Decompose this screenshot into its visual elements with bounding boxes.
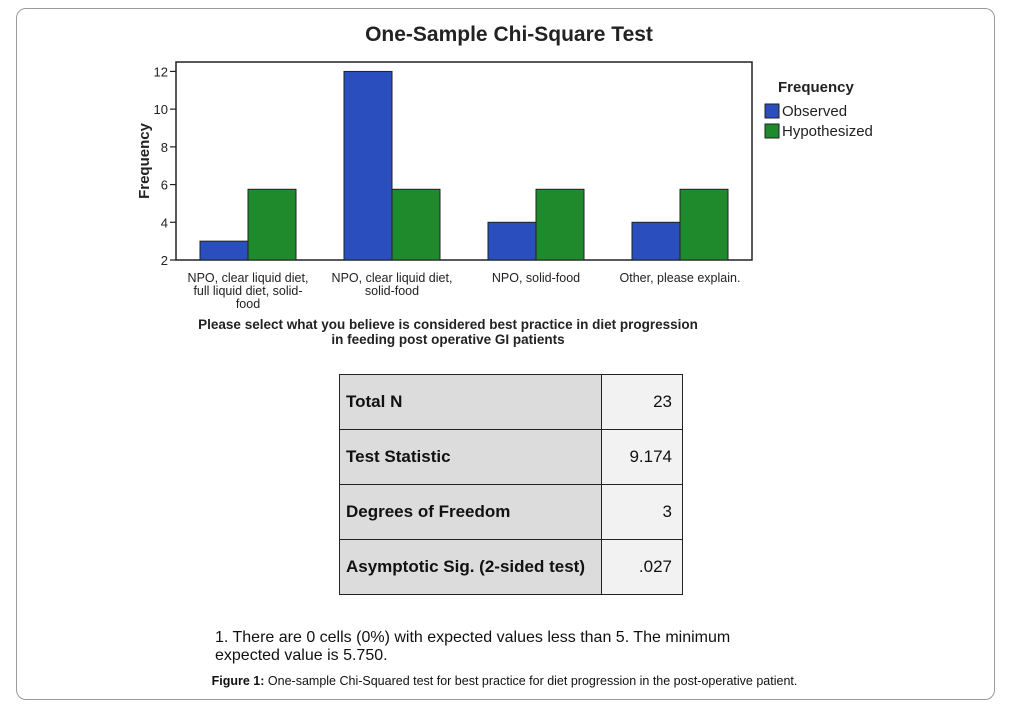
bar-chart: One-Sample Chi-Square Test 2 4 6 8 10 12 Freq… <box>136 23 873 347</box>
bar-observed-3 <box>487 221 537 261</box>
row-label-degrees-of-freedom: Degrees of Freedom <box>339 484 602 540</box>
bar-hypothesized-2 <box>391 188 441 261</box>
figure-caption: Figure 1: One-sample Chi-Squared test fo… <box>0 674 1009 688</box>
bars-group <box>199 70 729 261</box>
x-category-label-2: NPO, clear liquid diet, solid-food <box>332 271 453 298</box>
footnote-line-1: 1. There are 0 cells (0%) with expected … <box>215 629 731 646</box>
legend-label-hypothesized: Hypothesized <box>782 123 873 140</box>
legend-label-observed: Observed <box>782 103 847 120</box>
row-value-degrees-of-freedom: 3 <box>601 484 683 540</box>
bar-observed-4 <box>631 221 681 261</box>
figure-frame <box>16 8 995 700</box>
table-row: Total N 23 <box>339 374 683 430</box>
y-tick-label: 6 <box>161 178 168 193</box>
bar-hypothesized-4 <box>679 188 729 261</box>
x-category-label-4: Other, please explain. <box>620 271 741 285</box>
legend: Frequency Observed Hypothesized <box>764 79 873 140</box>
bar-hypothesized-3 <box>535 188 585 261</box>
x-category-labels: NPO, clear liquid diet, full liquid diet,… <box>188 271 741 311</box>
y-axis: 2 4 6 8 10 12 <box>154 64 176 268</box>
legend-swatch-observed <box>764 103 780 119</box>
y-tick-label: 12 <box>154 64 168 79</box>
bar-observed-2 <box>343 70 393 261</box>
y-tick-label: 2 <box>161 253 168 268</box>
table-row: Asymptotic Sig. (2-sided test) .027 <box>339 539 683 595</box>
x-category-label-3: NPO, solid-food <box>492 271 580 285</box>
footnote-line-2: expected value is 5.750. <box>215 647 388 664</box>
row-value-total-n: 23 <box>601 374 683 430</box>
chi-square-stats-table: Total N 23 Test Statistic 9.174 Degrees … <box>339 374 683 595</box>
x-axis-label-line-2: in feeding post operative GI patients <box>331 332 564 347</box>
x-axis-label-line-1: Please select what you believe is consid… <box>198 317 698 332</box>
row-label-total-n: Total N <box>339 374 602 430</box>
row-label-test-statistic: Test Statistic <box>339 429 602 485</box>
table-row: Degrees of Freedom 3 <box>339 484 683 540</box>
table-footnote: 1. There are 0 cells (0%) with expected … <box>215 629 815 665</box>
y-axis-label: Frequency <box>136 122 153 199</box>
caption-label: Figure 1: <box>211 674 265 688</box>
table-row: Test Statistic 9.174 <box>339 429 683 485</box>
y-tick-label: 8 <box>161 140 168 155</box>
y-tick-label: 4 <box>161 215 168 230</box>
row-value-test-statistic: 9.174 <box>601 429 683 485</box>
x-category-label-1: NPO, clear liquid diet, full liquid diet,… <box>188 271 309 311</box>
row-value-asymptotic-sig: .027 <box>601 539 683 595</box>
legend-title: Frequency <box>778 79 855 96</box>
bar-hypothesized-1 <box>247 188 297 261</box>
y-tick-label: 10 <box>154 102 168 117</box>
chart-title: One-Sample Chi-Square Test <box>365 23 653 46</box>
caption-text: One-sample Chi-Squared test for best pra… <box>264 674 798 688</box>
row-label-asymptotic-sig: Asymptotic Sig. (2-sided test) <box>339 539 602 595</box>
bar-observed-1 <box>199 240 249 261</box>
legend-swatch-hypothesized <box>764 123 780 139</box>
